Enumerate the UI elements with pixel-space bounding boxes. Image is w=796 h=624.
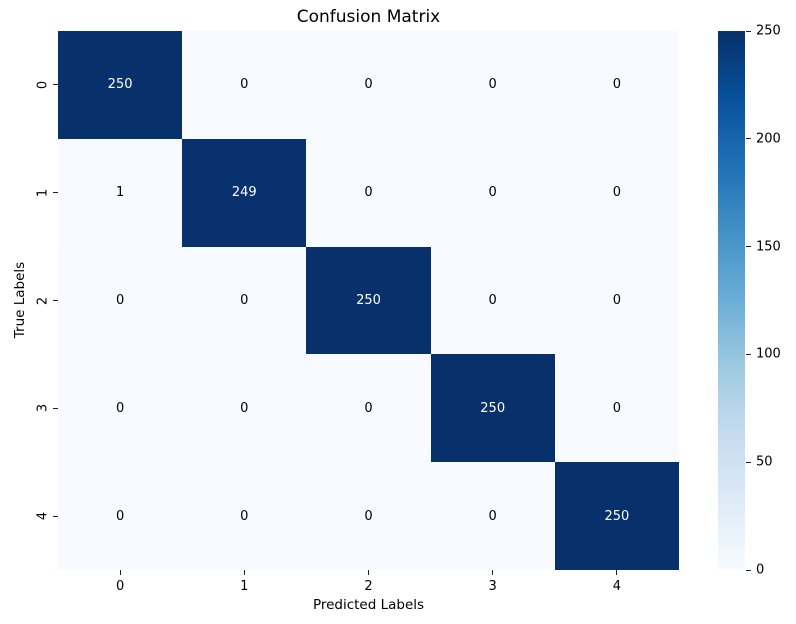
heatmap-cell-2-2: 250: [306, 246, 431, 355]
y-tick-label: 3: [35, 404, 51, 413]
heatmap-cell-2-1: 0: [182, 246, 307, 355]
cell-value: 250: [604, 508, 630, 524]
heatmap-cell-2-0: 0: [58, 246, 183, 355]
cell-value: 250: [356, 292, 381, 308]
y-tick-label: 2: [35, 296, 51, 305]
cell-value: 250: [107, 77, 133, 93]
heatmap-cell-4-4: 250: [554, 462, 679, 570]
heatmap-cell-3-0: 0: [58, 354, 183, 463]
colorbar-tick-mark: [746, 461, 751, 463]
y-axis-label: True Labels: [12, 261, 28, 339]
heatmap-cell-2-3: 0: [430, 246, 555, 355]
heatmap-cell-0-4: 0: [554, 31, 679, 139]
cell-value: 0: [240, 400, 249, 416]
cell-value: 0: [364, 508, 373, 524]
colorbar-tick-mark: [746, 353, 751, 355]
y-tick-mark: [53, 84, 58, 86]
cell-value: 0: [115, 400, 125, 416]
colorbar-tick-mark: [746, 569, 751, 571]
cell-value: 0: [612, 185, 622, 201]
x-tick-mark: [492, 570, 494, 575]
colorbar-tick-label: 100: [756, 346, 781, 362]
cell-value: 0: [240, 508, 249, 524]
heatmap-cell-3-4: 0: [554, 354, 679, 463]
chart-title: Confusion Matrix: [296, 7, 441, 27]
heatmap-cell-4-0: 0: [58, 462, 183, 570]
cell-value: 0: [488, 292, 497, 308]
x-tick-label: 4: [612, 579, 622, 594]
heatmap-cell-1-1: 249: [182, 138, 307, 247]
heatmap-cell-0-3: 0: [430, 31, 555, 139]
x-tick-mark: [119, 570, 121, 575]
x-tick-mark: [368, 570, 369, 575]
cell-value: 0: [488, 77, 497, 93]
cell-value: 0: [364, 400, 373, 416]
y-tick-mark: [53, 192, 58, 194]
colorbar-tick-label: 0: [756, 562, 765, 578]
cell-value: 0: [488, 185, 497, 201]
colorbar-gradient: [718, 31, 745, 570]
cell-value: 0: [240, 77, 249, 93]
cell-value: 0: [612, 292, 622, 308]
colorbar-tick-label: 200: [756, 131, 781, 147]
heatmap-cell-4-2: 0: [306, 462, 431, 570]
x-tick-label: 3: [488, 579, 497, 594]
y-tick-mark: [53, 407, 58, 409]
cell-value: 1: [115, 185, 125, 201]
cell-value: 0: [612, 400, 622, 416]
colorbar-tick-label: 50: [756, 454, 773, 470]
cell-value: 0: [240, 292, 249, 308]
heatmap-cell-0-1: 0: [182, 31, 307, 139]
heatmap-cell-3-2: 0: [306, 354, 431, 463]
y-tick-label: 0: [35, 80, 51, 90]
cell-value: 0: [364, 77, 373, 93]
cell-value: 0: [115, 292, 125, 308]
x-tick-mark: [243, 570, 245, 575]
x-axis-label: Predicted Labels: [312, 597, 425, 613]
heatmap-cell-1-2: 0: [306, 138, 431, 247]
heatmap-grid: 250 0 0 0 0 1 249 0 0 0 0 0 250 0 0 0 0 0 250 0 0 0 0 0 250: [58, 31, 679, 570]
y-tick-mark: [53, 515, 58, 517]
heatmap-cell-3-3: 250: [430, 354, 555, 463]
colorbar-tick-mark: [746, 30, 751, 32]
x-tick-label: 0: [115, 579, 125, 594]
cell-value: 0: [115, 508, 125, 524]
heatmap-cell-4-3: 0: [430, 462, 555, 570]
heatmap-cell-2-4: 0: [554, 246, 679, 355]
x-tick-mark: [616, 570, 618, 575]
cell-value: 250: [480, 400, 506, 416]
x-tick-label: 1: [240, 579, 249, 594]
heatmap-cell-4-1: 0: [182, 462, 307, 570]
heatmap-cell-1-0: 1: [58, 138, 183, 247]
y-tick-label: 1: [35, 188, 51, 197]
heatmap-cell-0-0: 250: [58, 31, 183, 139]
cell-value: 0: [488, 508, 497, 524]
colorbar-tick-mark: [746, 246, 751, 248]
cell-value: 0: [364, 185, 373, 201]
heatmap-cell-0-2: 0: [306, 31, 431, 139]
cell-value: 0: [612, 77, 622, 93]
y-tick-mark: [53, 300, 58, 301]
colorbar-tick-label: 150: [756, 239, 781, 255]
colorbar-tick-label: 250: [756, 23, 781, 39]
colorbar-tick-mark: [746, 138, 751, 140]
heatmap-cell-3-1: 0: [182, 354, 307, 463]
x-tick-label: 2: [364, 579, 373, 594]
heatmap-cell-1-3: 0: [430, 138, 555, 247]
heatmap-cell-1-4: 0: [554, 138, 679, 247]
cell-value: 249: [231, 185, 257, 201]
y-tick-label: 4: [35, 511, 51, 521]
